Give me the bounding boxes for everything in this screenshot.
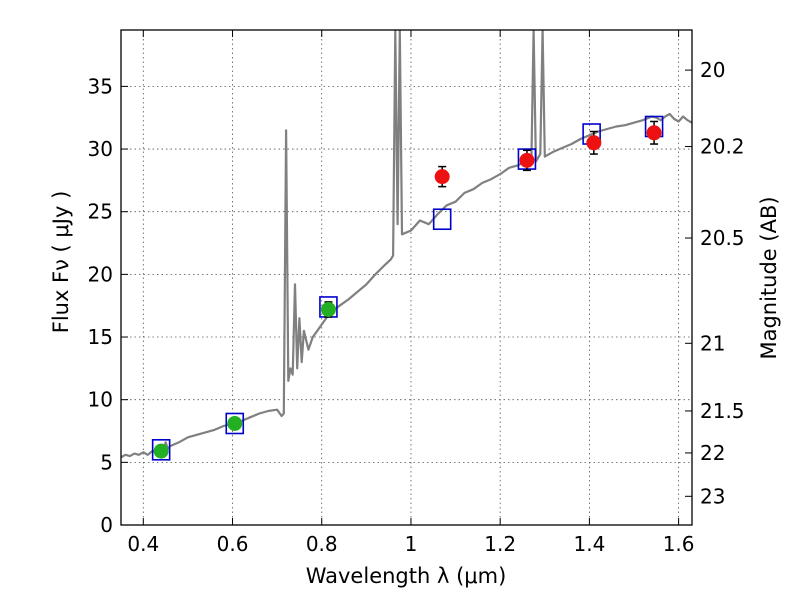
model-photometry-square <box>151 439 171 461</box>
y2-tick-label: 20.5 <box>700 226 745 250</box>
axis-ticks <box>121 30 692 526</box>
observed-point-red <box>519 152 535 168</box>
y-tick-label: 0 <box>100 513 113 537</box>
model-photometry-square <box>225 412 245 435</box>
y-tick-label: 10 <box>88 388 113 412</box>
y2-tick-label: 21.5 <box>700 399 745 423</box>
photometry-layer <box>151 115 664 461</box>
y-tick-label: 15 <box>88 325 113 349</box>
observed-point-green <box>320 301 336 317</box>
observed-point-red <box>646 125 662 141</box>
y2-tick-label: 20 <box>700 58 725 82</box>
x-axis-label: Wavelength λ (μm) <box>306 564 507 588</box>
observed-point-green <box>227 415 243 431</box>
y2-axis-label: Magnitude (AB) <box>757 196 781 359</box>
y2-tick-label: 20.2 <box>700 135 745 159</box>
plot-background <box>121 30 692 525</box>
plot-frame <box>120 29 693 526</box>
observed-point-red <box>586 135 602 151</box>
model-spectrum-layer <box>121 30 692 459</box>
y2-tick-label: 23 <box>700 484 725 508</box>
x-tick-label: 1.4 <box>573 532 605 556</box>
y-tick-label: 25 <box>88 200 113 224</box>
observed-point-red <box>434 169 450 185</box>
x-tick-label: 0.8 <box>306 532 338 556</box>
y-tick-label: 5 <box>100 450 113 474</box>
model-photometry-square <box>432 208 452 231</box>
grid <box>121 30 692 526</box>
model-spectrum-line <box>121 30 692 459</box>
x-tick-label: 1.6 <box>663 532 695 556</box>
y2-tick-label: 22 <box>700 441 725 465</box>
y-tick-label: 35 <box>88 74 113 98</box>
y-axis-label: Flux Fν ( μJy ) <box>49 191 73 334</box>
observed-point-green <box>153 443 169 459</box>
x-tick-label: 1 <box>405 532 418 556</box>
x-tick-label: 1.2 <box>484 532 516 556</box>
y-tick-label: 20 <box>88 262 113 286</box>
tick-labels: 0.4 0.6 0.8 1 1.2 1.4 1.6 0 5 10 15 20 25 30 35 20 20.2 2… <box>88 58 745 556</box>
y2-tick-label: 21 <box>700 331 725 355</box>
x-tick-label: 0.4 <box>127 532 159 556</box>
y-tick-label: 30 <box>88 137 113 161</box>
x-tick-label: 0.6 <box>217 532 249 556</box>
